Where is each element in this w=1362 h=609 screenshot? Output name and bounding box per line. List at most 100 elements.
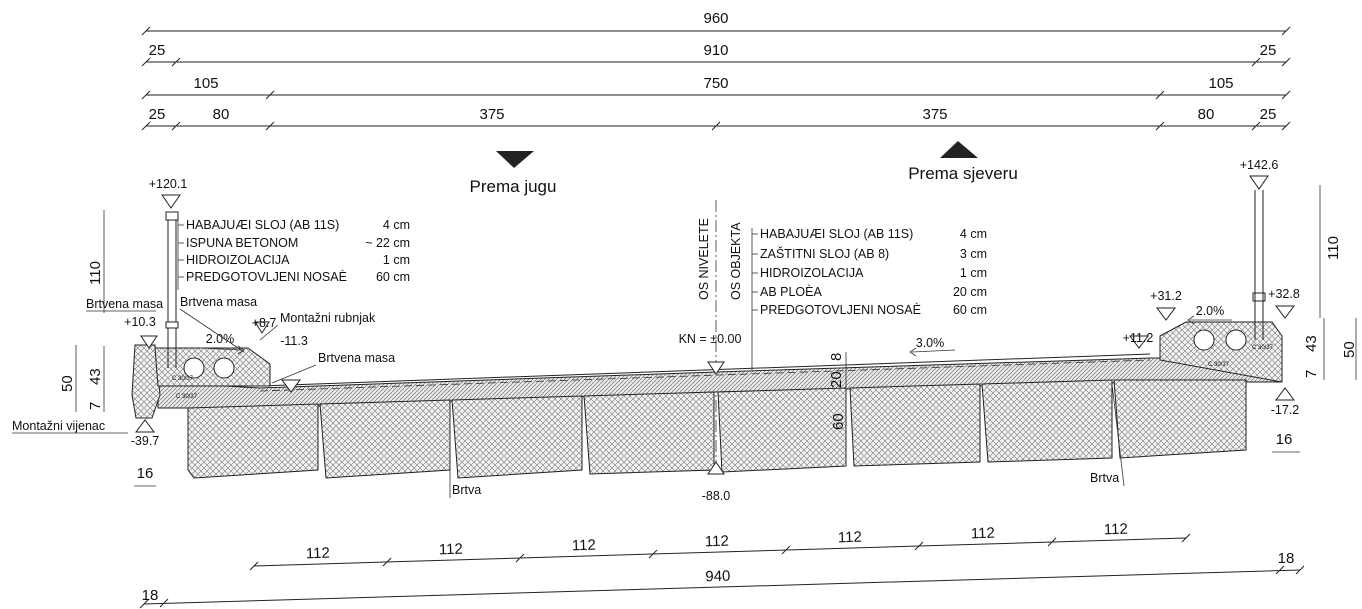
left-railing <box>165 211 179 368</box>
slope-right: 2.0% <box>1196 304 1225 318</box>
slope-mid-arrow-icon <box>909 347 956 357</box>
waterproofing-line <box>259 359 1151 392</box>
dim-910: 910 <box>703 42 728 59</box>
dim-right-16: 16 <box>1276 431 1293 448</box>
dim-750: 750 <box>703 75 728 92</box>
right-railing <box>1252 190 1266 340</box>
layer-left-1-name: HABAJUÆI SLOJ (AB 11S) <box>186 218 339 232</box>
left-cornice <box>131 344 161 419</box>
dim-total-940: 940 <box>705 568 731 586</box>
side-dimension-lines <box>75 185 1357 487</box>
left-curb <box>154 347 271 387</box>
layer-right-3-name: HIDROIZOLACIJA <box>760 266 864 280</box>
elevation-markers <box>135 175 1295 475</box>
label-concrete-3: C 30/37 <box>1208 362 1230 368</box>
dim-girder-5: 112 <box>838 529 862 547</box>
layer-left-2-value: ~ 22 cm <box>365 236 410 250</box>
dim-375-a: 375 <box>479 106 504 123</box>
layer-left-4-name: PREDGOTOVLJENI NOSAÈ <box>186 269 347 284</box>
layer-right-1-name: HABAJUÆI SLOJ (AB 11S) <box>760 227 913 241</box>
dim-girder-3: 112 <box>572 537 596 555</box>
dim-25-right: 25 <box>1260 42 1277 59</box>
layer-right-1-value: 4 cm <box>960 227 987 241</box>
left-duct-2 <box>213 357 235 379</box>
dim-girder-1: 112 <box>306 545 330 563</box>
deck-surface <box>259 353 1151 387</box>
dim-80-a: 80 <box>213 106 230 123</box>
layer-left-2-name: ISPUNA BETONOM <box>186 236 298 250</box>
layer-left-4-value: 60 cm <box>376 270 410 284</box>
dim-80-b: 80 <box>1198 106 1215 123</box>
label-brtva-2: Brtva <box>1090 471 1119 485</box>
layer-left-3-name: HIDROIZOLACIJA <box>186 253 290 267</box>
direction-north: Prema sjeveru <box>908 164 1018 183</box>
right-duct-1 <box>1193 329 1215 351</box>
dim-mid-60: 60 <box>830 413 847 430</box>
dim-right-110: 110 <box>1325 236 1342 260</box>
layer-right-4-value: 20 cm <box>953 285 987 299</box>
bottom-dimension-ticks <box>139 533 1305 609</box>
label-vijenac: Montažni vijenac <box>12 419 105 433</box>
axis-niveleta-label: OS NIVELETE <box>697 218 711 300</box>
top-dimension-lines <box>141 26 1291 131</box>
dim-left-7: 7 <box>87 402 104 410</box>
north-arrow-icon <box>940 141 978 158</box>
layer-right-5-value: 60 cm <box>953 303 987 317</box>
dim-105-right: 105 <box>1208 75 1233 92</box>
elev-left-curb: +8.7 <box>252 316 277 330</box>
dim-left-110: 110 <box>87 261 104 285</box>
label-concrete-4: C 30/37 <box>1252 345 1274 351</box>
elev-right-curb: +31.2 <box>1150 289 1182 303</box>
leader-brtva-2 <box>1111 383 1125 487</box>
elev-left-edge: +10.3 <box>124 315 156 329</box>
dim-25-b: 25 <box>1260 106 1277 123</box>
elev-right-bottom: -17.2 <box>1271 403 1300 417</box>
label-concrete-2: C 30/37 <box>176 394 198 400</box>
elev-right-top: +142.6 <box>1240 158 1279 172</box>
layer-right-2-name: ZAŠTITNI SLOJ (AB 8) <box>760 246 889 261</box>
slope-mid: 3.0% <box>916 336 945 350</box>
slope-right-arrow-icon <box>1187 315 1232 325</box>
layer-left-1-value: 4 cm <box>383 218 410 232</box>
label-brtvena-masa-3: Brtvena masa <box>318 351 395 365</box>
dim-960: 960 <box>703 10 728 27</box>
right-duct-2 <box>1225 329 1247 351</box>
elev-right-inner: +11.2 <box>1123 331 1154 345</box>
axis-objekt-label: OS OBJEKTA <box>729 222 743 300</box>
layer-right-2-value: 3 cm <box>960 247 987 261</box>
dim-girder-6: 112 <box>971 525 995 543</box>
layer-callout-right <box>751 228 758 370</box>
dim-25-a: 25 <box>149 106 166 123</box>
leader-brtvena-masa-3 <box>271 364 317 384</box>
left-duct-1 <box>183 357 205 379</box>
dim-girder-4: 112 <box>705 533 729 551</box>
direction-south: Prema jugu <box>470 177 557 196</box>
girders <box>187 379 1247 479</box>
leader-rubnjak <box>259 324 279 341</box>
dim-right-18: 18 <box>1278 550 1295 567</box>
dim-left-43: 43 <box>87 368 104 385</box>
label-rubnjak: Montažni rubnjak <box>280 311 376 325</box>
label-brtva-1: Brtva <box>452 483 481 497</box>
dim-mid-8: 8 <box>828 353 845 361</box>
elev-kn: KN = ±0.00 <box>679 332 742 346</box>
elev-left-bottom: -39.7 <box>131 434 160 448</box>
leader-brtvena-masa-2 <box>179 308 245 353</box>
dim-right-7: 7 <box>1303 370 1320 378</box>
layer-right-3-value: 1 cm <box>960 266 987 280</box>
dim-girder-2: 112 <box>439 541 463 559</box>
layer-left-3-value: 1 cm <box>383 253 410 267</box>
right-curb <box>1159 321 1283 383</box>
dim-375-b: 375 <box>922 106 947 123</box>
label-brtvena-masa-1: Brtvena masa <box>86 297 163 311</box>
label-concrete-1: C 30/37 <box>172 376 194 382</box>
slope-left-arrow-icon <box>199 345 245 355</box>
dim-right-50: 50 <box>1341 341 1358 358</box>
dim-25-left: 25 <box>149 42 166 59</box>
dim-girder-7: 112 <box>1104 521 1128 539</box>
bottom-dimension-lines <box>143 537 1301 605</box>
elev-right-edge: +32.8 <box>1268 287 1300 301</box>
elev-left-top: +120.1 <box>149 177 188 191</box>
dim-left-50: 50 <box>59 375 76 392</box>
